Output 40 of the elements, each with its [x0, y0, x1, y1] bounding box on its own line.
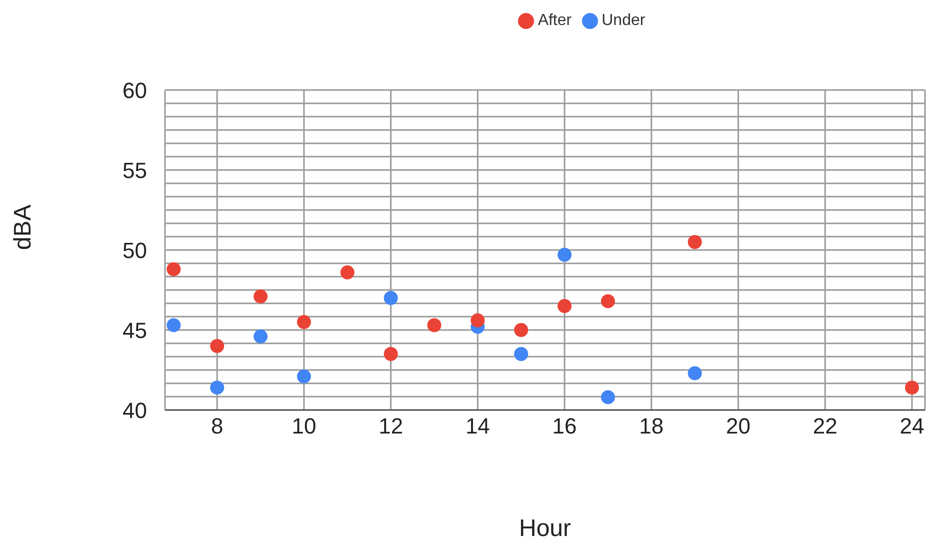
- y-axis-title: dBA: [10, 204, 37, 250]
- legend-label: Under: [602, 12, 646, 29]
- point: [166, 318, 181, 332]
- point: [210, 380, 224, 395]
- point: [470, 313, 485, 328]
- point: [210, 339, 224, 353]
- y-tick-label: 60: [122, 78, 147, 103]
- point: [904, 380, 919, 395]
- x-tick-label: 22: [812, 414, 838, 439]
- x-tick-label: 8: [210, 414, 224, 439]
- y-tick-label: 45: [122, 318, 147, 343]
- point: [688, 235, 702, 249]
- point: [384, 291, 398, 305]
- point: [514, 323, 528, 337]
- point: [427, 318, 442, 332]
- x-tick-label: 24: [900, 414, 924, 439]
- point: [600, 294, 615, 308]
- x-axis-title: Hour: [518, 515, 572, 542]
- point: [296, 369, 311, 384]
- point: [384, 347, 398, 361]
- x-tick-label: 18: [639, 414, 664, 439]
- point: [166, 262, 181, 276]
- y-tick-label: 55: [122, 158, 147, 183]
- y-tick-label: 40: [122, 398, 147, 423]
- y-tick-label: 50: [122, 238, 147, 263]
- legend-label: After: [538, 12, 572, 29]
- x-tick-label: 16: [552, 414, 577, 439]
- x-tick-label: 12: [378, 414, 404, 439]
- point: [600, 390, 615, 404]
- point: [558, 299, 572, 313]
- point: [254, 329, 268, 344]
- point: [558, 248, 572, 262]
- point: [340, 265, 354, 280]
- point: [296, 315, 311, 329]
- x-tick-label: 10: [292, 414, 316, 439]
- x-tick-label: 20: [726, 414, 750, 439]
- point: [514, 347, 528, 361]
- point: [254, 289, 268, 304]
- point: [688, 366, 702, 380]
- x-tick-label: 14: [465, 414, 490, 439]
